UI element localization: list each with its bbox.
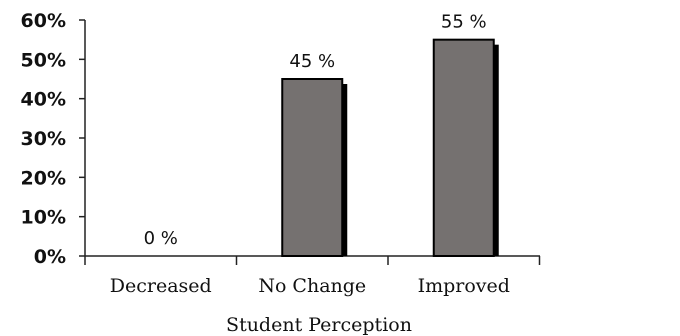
x-axis-title: Student Perception [226,314,412,336]
data-labels: 0 % 45 % 55 % [144,12,487,249]
data-label: 55 % [441,12,487,33]
y-tick-label: 60% [21,10,66,32]
y-tick-label: 30% [21,128,66,150]
x-axis-ticks: Decreased No Change Improved [84,256,541,297]
data-label: 0 % [144,228,178,249]
data-label: 45 % [289,51,335,72]
x-tick-label: No Change [258,275,366,297]
y-tick-label: 50% [21,49,66,71]
bar-series [281,38,499,257]
y-tick-label: 10% [21,207,66,229]
y-tick-label: 20% [21,167,66,189]
y-axis-ticks: 0% 10% 20% 30% 40% 50% 60% [21,10,85,268]
x-tick-label: Improved [418,275,510,297]
x-tick-label: Decreased [110,275,212,297]
y-tick-label: 40% [21,89,66,111]
bar [281,78,344,257]
bar [432,38,495,257]
y-tick-label: 0% [34,246,66,268]
